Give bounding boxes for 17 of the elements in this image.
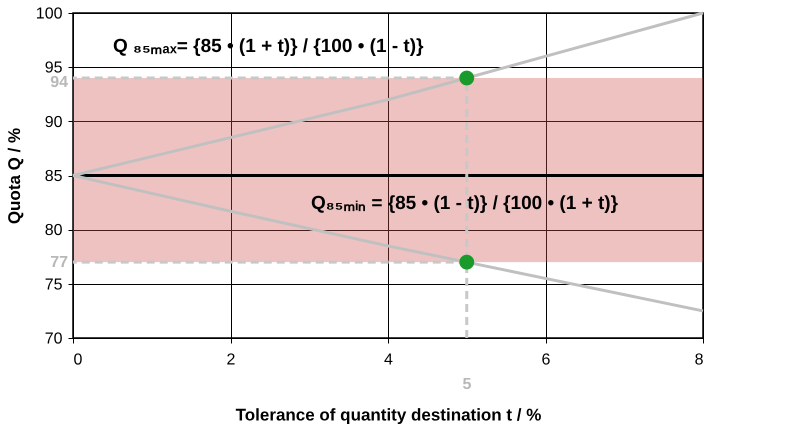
- x-tick-label: 6: [542, 352, 551, 368]
- y-tick-label: 75: [44, 276, 63, 294]
- y-tick-label: 85: [44, 168, 63, 185]
- x-tick-label: 2: [226, 352, 236, 368]
- y-tick-label: 95: [44, 60, 63, 77]
- y-axis-title: Quota Q / %: [4, 128, 24, 224]
- x-tick-label: 0: [74, 352, 82, 368]
- y-tick-label: 70: [44, 330, 63, 348]
- y-tick-label: 100: [36, 6, 63, 22]
- text: 77: [50, 254, 68, 271]
- y-tick-label: 80: [44, 222, 63, 240]
- x-tick-label: 4: [384, 352, 394, 368]
- y-tick-label: 90: [44, 114, 63, 131]
- x-tick-label: 8: [694, 352, 704, 368]
- text: 5: [462, 376, 472, 393]
- x-axis-title: Tolerance of quantity destination t / %: [236, 406, 542, 424]
- text: 94: [50, 74, 68, 91]
